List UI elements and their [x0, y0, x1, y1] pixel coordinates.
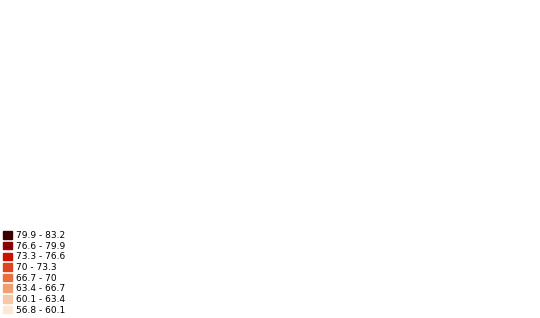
Legend: 79.9 - 83.2, 76.6 - 79.9, 73.3 - 76.6, 70 - 73.3, 66.7 - 70, 63.4 - 66.7, 60.1 -: 79.9 - 83.2, 76.6 - 79.9, 73.3 - 76.6, 7…: [2, 229, 67, 316]
